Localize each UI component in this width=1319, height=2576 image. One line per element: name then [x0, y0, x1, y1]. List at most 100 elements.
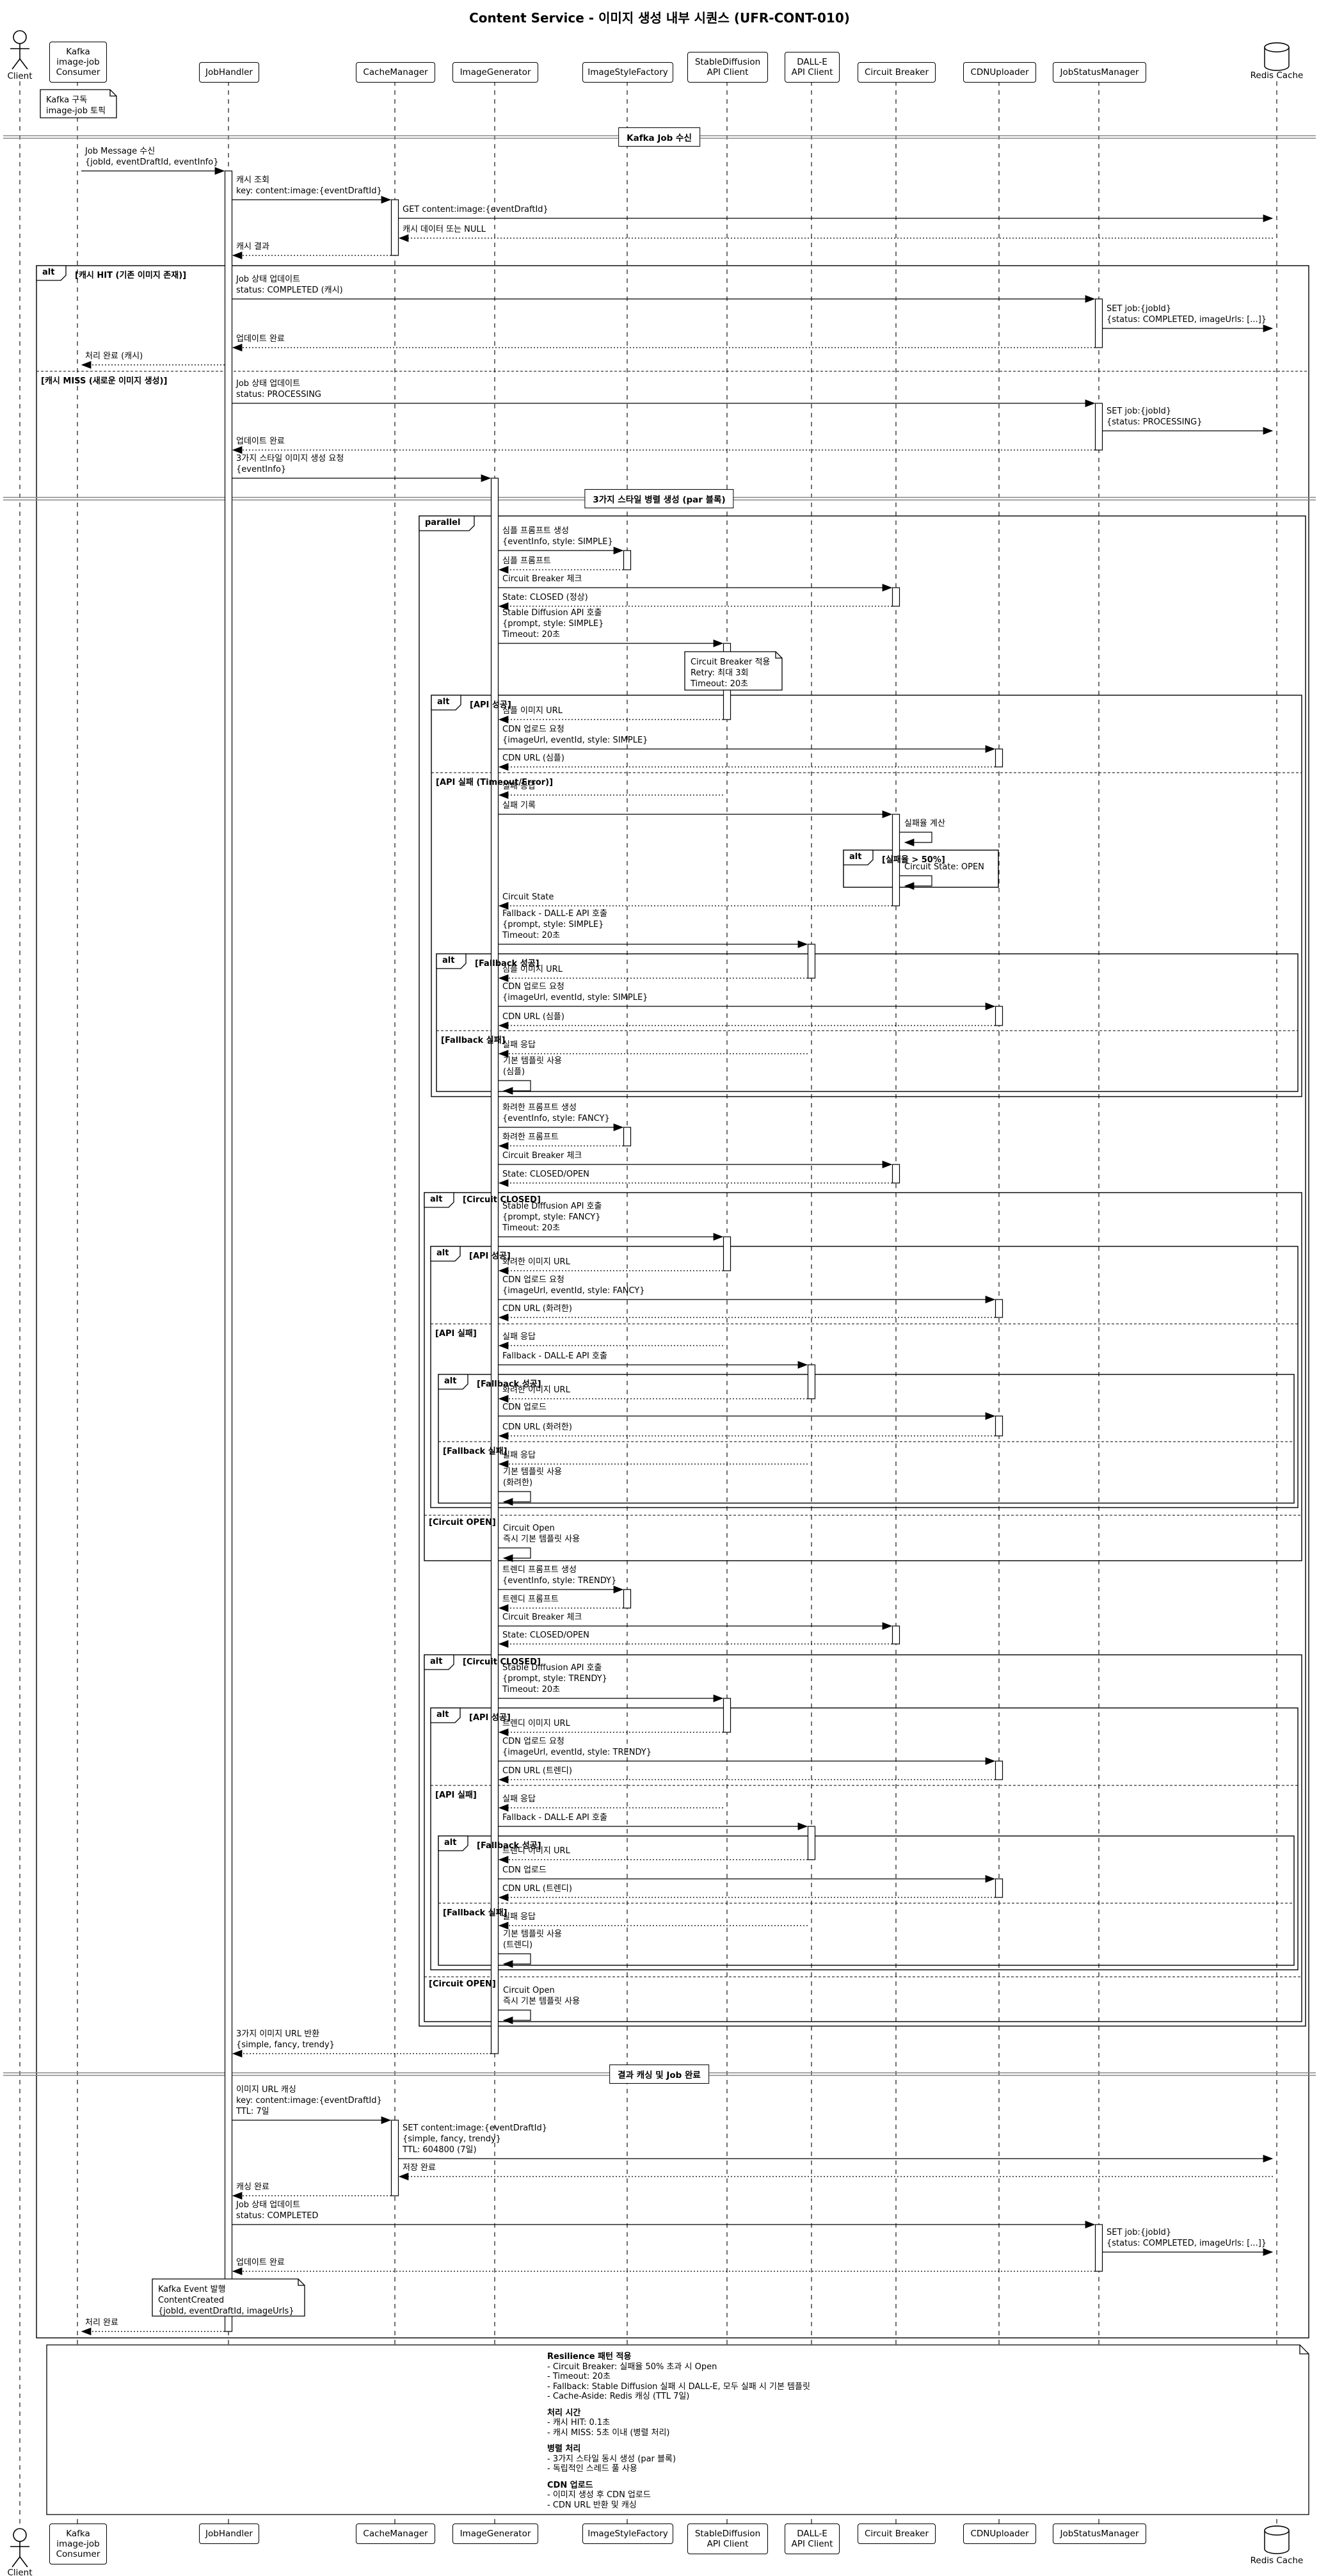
legend-heading: 병렬 처리 [547, 2444, 581, 2454]
activation-bar [807, 1364, 816, 1399]
actor-icon-bottom [19, 2556, 28, 2568]
message-label-group: SET content:image:{eventDraftId} {simple,… [403, 2123, 547, 2155]
participant-label: JobHandler [205, 67, 253, 77]
frame-operator-label: alt [436, 1248, 449, 1258]
message-label: CDN URL (심플) [502, 1012, 564, 1022]
frame-guard-label: [Fallback 실패] [443, 1447, 508, 1456]
message-label: 업데이트 완료 [236, 2258, 285, 2267]
frame-operator-label: alt [437, 697, 450, 707]
activation-bar [224, 170, 233, 2332]
frame-guard-label: [API 성공] [469, 1252, 511, 1261]
legend-item: - 캐시 HIT: 0.1초 [547, 2418, 611, 2427]
note-text: Timeout: 20초 [691, 679, 749, 689]
participant-label: CDNUploader [970, 67, 1029, 77]
legend-heading: Resilience 패턴 적용 [547, 2352, 632, 2362]
activation-bar [995, 748, 1003, 768]
self-message-arrow [900, 832, 932, 846]
activation-bar [1094, 298, 1103, 348]
legend-section: CDN 업로드 - 이미지 생성 후 CDN 업로드 - CDN URL 반환 및 … [547, 2481, 810, 2511]
message-label-group: State: CLOSED (정상) [502, 592, 588, 603]
message-label-group: 실패 응답 [502, 1912, 536, 1922]
message-label: {imageUrl, eventId, style: SIMPLE} [502, 736, 648, 745]
message-label: Job Message 수신 [85, 147, 156, 156]
participant-label: Kafka [66, 47, 90, 57]
participant-label: Circuit Breaker [864, 2529, 929, 2539]
message-label: 3가지 이미지 URL 반환 [236, 2029, 320, 2039]
frame-guard-label: [Circuit CLOSED] [463, 1195, 541, 1205]
frame-label-badge [843, 849, 874, 865]
message-label: Job 상태 업데이트 [236, 275, 301, 284]
message-label: Circuit Breaker 체크 [502, 1151, 582, 1161]
message-label: State: CLOSED/OPEN [502, 1170, 589, 1179]
message-label: 화려한 이미지 URL [502, 1385, 570, 1395]
message-label-group: Stable Diffusion API 호출 {prompt, style: S… [502, 608, 604, 640]
message-label: 3가지 스타일 이미지 생성 요청 [236, 454, 344, 463]
frame-label-badge [438, 1374, 468, 1390]
note-text-group: Circuit Breaker 적용 Retry: 최대 3회 Timeout: 2… [691, 657, 770, 689]
message-label: {status: COMPLETED, imageUrls: [...]} [1107, 315, 1267, 325]
frame-label-badge [436, 953, 467, 969]
message-label-group: CDN 업로드 요청 {imageUrl, eventId, style: TRE… [502, 1736, 652, 1758]
frame-guard-label: [API 성공] [470, 700, 511, 710]
participant-label: StableDiffusion [694, 57, 761, 67]
message-label: {imageUrl, eventId, style: FANCY} [502, 1286, 645, 1296]
message-label-group: 실패 응답 [502, 1794, 536, 1805]
legend-heading: 처리 시간 [547, 2408, 581, 2418]
message-label: status: COMPLETED (캐시) [236, 286, 343, 295]
message-label: Timeout: 20초 [502, 1223, 561, 1233]
alt-frame [843, 849, 999, 888]
frame-label-badge [36, 265, 67, 281]
legend-item: - Cache-Aside: Redis 캐싱 (TTL 7일) [547, 2392, 690, 2401]
frame-guard-label: [API 실패 (Timeout/Error)] [436, 778, 554, 787]
message-label: 트렌디 이미지 URL [502, 1719, 570, 1728]
participant-label: Circuit Breaker [864, 67, 929, 77]
participant-label: API Client [707, 67, 749, 77]
message-label-group: 캐싱 완료 [236, 2182, 269, 2193]
message-label-group: Circuit Breaker 체크 [502, 1612, 582, 1623]
message-label: key: content:image:{eventDraftId} [236, 2096, 382, 2105]
message-label: TTL: 7일 [236, 2107, 269, 2116]
message-label: Job 상태 업데이트 [236, 2200, 301, 2210]
message-label: CDN 업로드 요청 [502, 725, 564, 734]
participant-jobhandler-bottom: JobHandler [199, 2524, 259, 2544]
message-label: 심플 프롬프트 생성 [502, 526, 569, 536]
participant-cdn: CDNUploader [963, 62, 1036, 83]
participant-label: API Client [791, 67, 833, 77]
frame-guard-label: [API 성공] [469, 1713, 511, 1723]
participant-jsm: JobStatusManager [1053, 62, 1146, 83]
message-label: CDN 업로드 요청 [502, 982, 564, 992]
message-label-group: 심플 이미지 URL [502, 705, 563, 716]
message-label-group: 화려한 이미지 URL [502, 1385, 570, 1396]
message-label-group: CDN URL (화려한) [502, 1422, 572, 1433]
note-text-group: Kafka 구독 image-job 토픽 [46, 95, 106, 117]
participant-cache: CacheManager [356, 62, 435, 83]
participant-label: ImageStyleFactory [588, 2529, 668, 2539]
message-label: State: CLOSED/OPEN [502, 1630, 589, 1640]
participant-label: JobStatusManager [1060, 67, 1139, 77]
message-label-group: CDN 업로드 [502, 1865, 547, 1876]
activation-bar [723, 1698, 731, 1733]
self-message-arrow [499, 1491, 531, 1506]
frame-operator-label: alt [430, 1195, 443, 1204]
frame-guard-label: [API 실패] [435, 1791, 477, 1800]
message-label-group: Stable Diffusion API 호출 {prompt, style: F… [502, 1201, 602, 1234]
frame-label-badge [438, 1835, 468, 1851]
participant-label: Consumer [56, 67, 100, 77]
legend-item: - 독립적인 스레드 풀 사용 [547, 2464, 637, 2474]
frame-guard-label: [캐시 MISS (새로운 이미지 생성)] [41, 376, 168, 386]
frame-label-badge [419, 515, 475, 531]
message-label: SET content:image:{eventDraftId} [403, 2123, 547, 2133]
message-label: 기본 템플릿 사용 [503, 1467, 562, 1477]
alt-frame [436, 953, 1299, 1092]
message-label-group: CDN 업로드 요청 {imageUrl, eventId, style: FAN… [502, 1275, 645, 1296]
message-label-group: 실패 응답 [502, 781, 536, 792]
message-label: SET job:{jobId} [1107, 2228, 1172, 2237]
message-label: 캐싱 완료 [236, 2182, 269, 2192]
alt-frame [438, 1835, 1295, 1966]
frame-label-badge [430, 1246, 461, 1262]
message-label: 처리 완료 (캐시) [85, 351, 143, 361]
note [152, 2278, 305, 2317]
message-label-group: 캐시 결과 [236, 241, 269, 252]
database-icon-top [1264, 42, 1290, 52]
message-label-group: 이미지 URL 캐싱 key: content:image:{eventDraft… [236, 2084, 382, 2117]
